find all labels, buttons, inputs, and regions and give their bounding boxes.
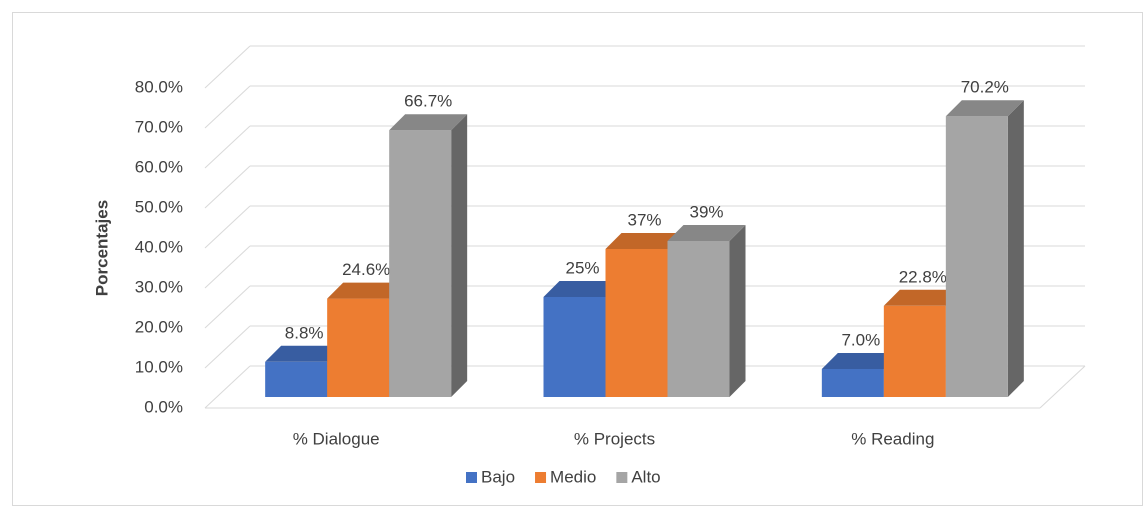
legend-label: Bajo xyxy=(481,467,515,486)
bar-top xyxy=(667,225,746,241)
bar xyxy=(667,241,730,397)
bar-top xyxy=(265,345,344,362)
value-label: 39% xyxy=(689,202,723,221)
legend-label: Alto xyxy=(631,467,660,486)
grid-line xyxy=(204,245,251,289)
bar xyxy=(821,369,884,397)
y-tick-label: 20.0% xyxy=(135,317,183,336)
bar-side xyxy=(1007,100,1024,397)
bar-top xyxy=(605,233,684,249)
bar xyxy=(389,130,452,397)
legend-label: Medio xyxy=(550,467,596,486)
legend-swatch xyxy=(616,472,628,483)
bar xyxy=(605,249,668,397)
grid-line xyxy=(204,165,251,209)
y-tick-label: 70.0% xyxy=(135,117,183,136)
y-tick-label: 30.0% xyxy=(135,277,183,296)
grid-line xyxy=(204,285,251,329)
x-tick-label: % Dialogue xyxy=(293,429,380,448)
bar xyxy=(883,305,946,397)
y-tick-label: 60.0% xyxy=(135,157,183,176)
bar xyxy=(327,298,390,397)
bar-top xyxy=(327,282,406,299)
legend-swatch xyxy=(535,472,547,483)
y-tick-label: 0.0% xyxy=(144,397,183,416)
grid-line xyxy=(204,365,251,409)
y-tick-label: 10.0% xyxy=(135,357,183,376)
value-label: 7.0% xyxy=(841,330,880,349)
value-label: 25% xyxy=(565,258,599,277)
value-label: 70.2% xyxy=(961,78,1009,97)
bar-top xyxy=(543,281,622,297)
grid-line xyxy=(204,125,251,169)
x-tick-label: % Reading xyxy=(851,429,934,448)
y-tick-label: 40.0% xyxy=(135,237,183,256)
bar-side xyxy=(451,114,468,397)
floor-edge xyxy=(1039,365,1086,409)
value-label: 37% xyxy=(627,210,661,229)
value-label: 22.8% xyxy=(899,267,947,286)
value-label: 24.6% xyxy=(342,260,390,279)
y-tick-label: 50.0% xyxy=(135,197,183,216)
bar xyxy=(543,297,606,397)
bar-top xyxy=(883,289,962,306)
grid-line xyxy=(204,85,251,129)
bar-top xyxy=(389,114,468,131)
y-tick-label: 80.0% xyxy=(135,77,183,96)
bar-top xyxy=(821,353,900,369)
legend-swatch xyxy=(466,472,477,483)
value-label: 66.7% xyxy=(404,92,452,111)
grid-line xyxy=(204,45,251,89)
value-label: 8.8% xyxy=(285,323,324,342)
bar xyxy=(945,116,1008,397)
y-axis-title: Porcentajes xyxy=(92,200,111,296)
grid-line xyxy=(204,325,251,369)
bar-top xyxy=(945,100,1024,117)
grid-line xyxy=(204,205,251,249)
bar-side xyxy=(729,225,746,397)
bar xyxy=(265,361,328,397)
x-tick-label: % Projects xyxy=(574,429,655,448)
